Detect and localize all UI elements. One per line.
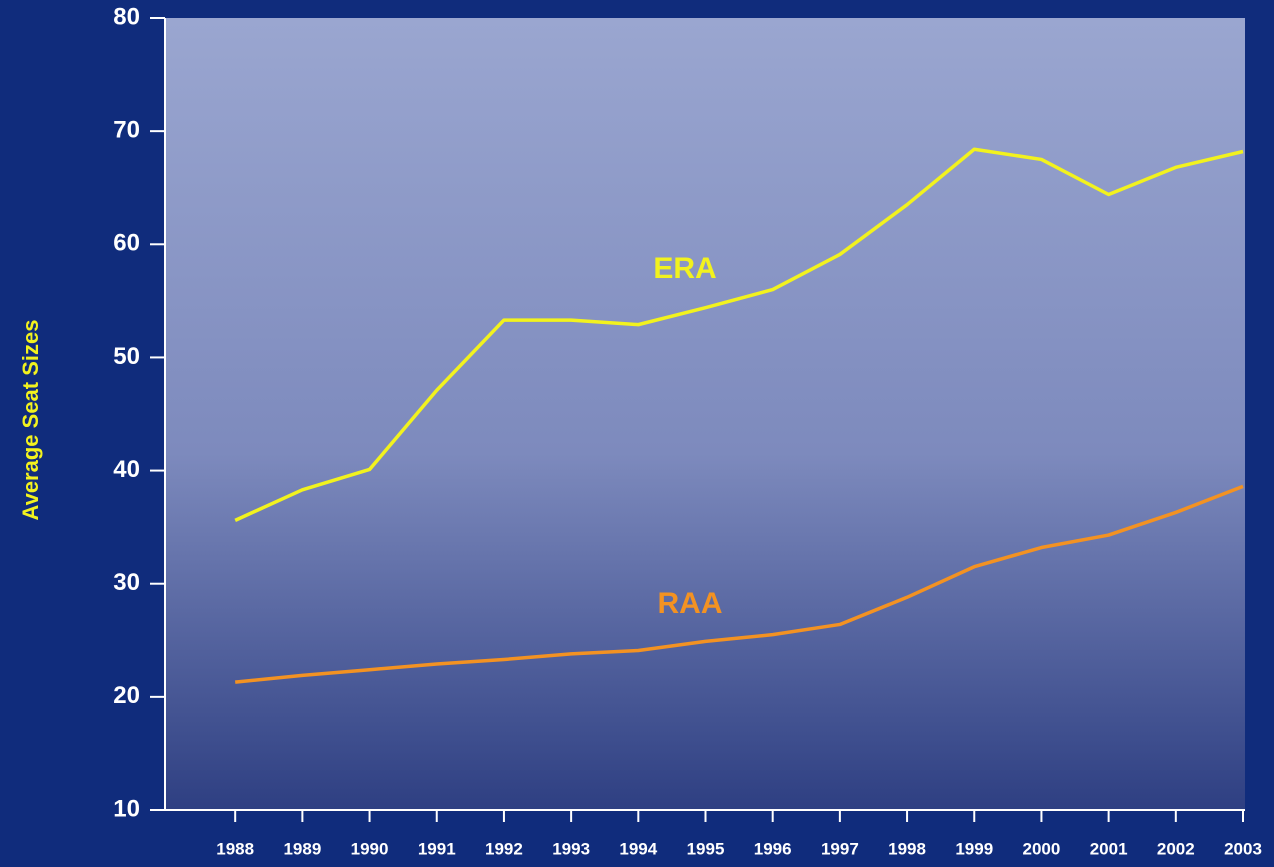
series-label: ERA: [653, 252, 716, 285]
y-tick-label: 10: [113, 795, 140, 822]
y-tick-label: 70: [113, 116, 140, 143]
x-tick-label: 1997: [821, 839, 859, 858]
x-tick-label: 2002: [1157, 839, 1195, 858]
data-line: [234, 147, 1244, 522]
x-tick-label: 1994: [619, 839, 657, 858]
x-tick-label: 1999: [955, 839, 993, 858]
y-tick-label: 50: [113, 343, 140, 370]
y-tick-label: 20: [113, 682, 140, 709]
x-tick-label: 1998: [888, 839, 926, 858]
data-line: [235, 484, 1244, 684]
x-tick-label: 1993: [552, 839, 590, 858]
x-tick-label: 1990: [351, 839, 389, 858]
x-tick-label: 1995: [687, 839, 725, 858]
x-tick-label: 1989: [283, 839, 321, 858]
y-tick-label: 80: [113, 3, 140, 30]
x-tick-label: 2003: [1224, 839, 1262, 858]
x-tick-label: 1996: [754, 839, 792, 858]
x-tick-label: 2000: [1023, 839, 1061, 858]
plot-area: [165, 18, 1245, 810]
x-tick-label: 2001: [1090, 839, 1128, 858]
y-tick-label: 60: [113, 230, 140, 257]
y-tick-label: 30: [113, 569, 140, 596]
x-tick-label: 1992: [485, 839, 523, 858]
y-axis-label: Average Seat Sizes: [18, 320, 43, 521]
y-tick-label: 40: [113, 456, 140, 483]
series-label: RAA: [658, 587, 723, 620]
x-tick-label: 1988: [216, 839, 254, 858]
x-tick-label: 1991: [418, 839, 456, 858]
